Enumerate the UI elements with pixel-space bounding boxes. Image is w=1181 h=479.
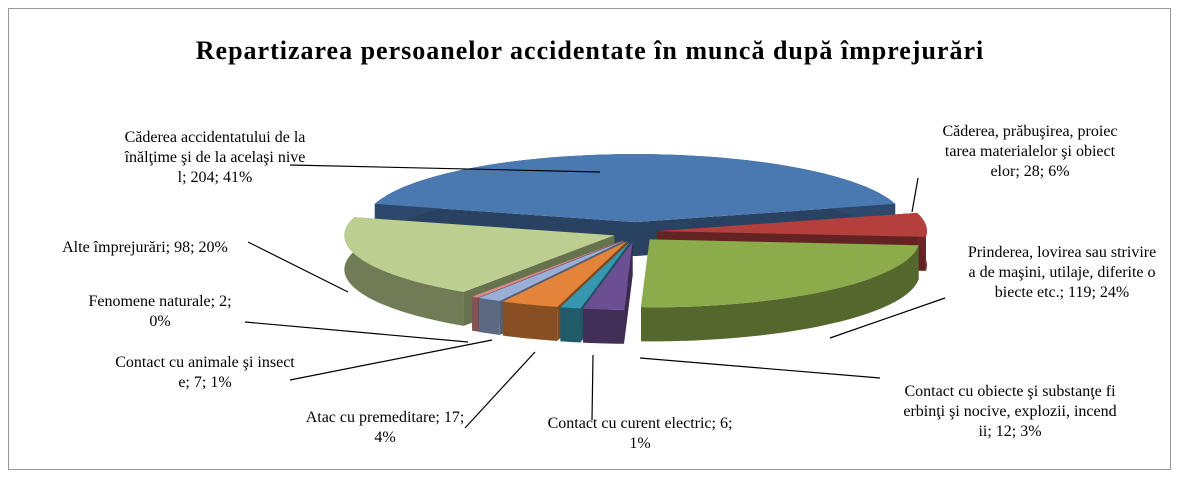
- slice: [502, 241, 628, 307]
- leader-line: [464, 351, 536, 429]
- data-label: Căderea, prăbuşirea, proiectarea materia…: [942, 123, 1118, 180]
- slice: [583, 241, 633, 310]
- leader-line: [244, 321, 469, 343]
- slice-side: [502, 301, 558, 341]
- data-label: Contact cu curent electric; 6; 1%: [547, 415, 733, 452]
- leader-line: [639, 357, 881, 379]
- slice-side: [472, 296, 478, 332]
- slice-side: [478, 297, 500, 335]
- slice: [656, 212, 927, 237]
- data-label: Prinderea, lovirea sau strivirea de maşi…: [967, 244, 1157, 301]
- slice-side: [583, 308, 625, 344]
- slice: [641, 239, 919, 308]
- slice: [344, 217, 615, 292]
- data-label: Contact cu obiecte şi substanţe fierbinţ…: [903, 383, 1117, 440]
- chart-frame: [8, 8, 1171, 470]
- slice: [374, 154, 896, 223]
- slice: [560, 241, 631, 309]
- leader-line: [247, 241, 349, 293]
- data-label: Contact cu animale şi insecte; 7; 1%: [115, 354, 295, 391]
- leader-line: [289, 339, 493, 381]
- slice: [472, 240, 623, 298]
- chart-title: Repartizarea persoanelor accidentate în …: [195, 36, 985, 65]
- leader-line: [911, 177, 919, 213]
- leader-line: [829, 297, 946, 339]
- data-label: Atac cu premeditare; 17; 4%: [305, 409, 465, 446]
- slice: [478, 240, 625, 301]
- leader-line: [289, 164, 601, 173]
- data-label: Alte împrejurări; 98; 20%: [62, 239, 228, 256]
- slice-side: [641, 245, 919, 342]
- slice-side: [344, 217, 464, 326]
- data-label: Căderea accidentatului de la înălţime şi…: [124, 129, 306, 186]
- data-label: Fenomene naturale; 2; 0%: [88, 293, 232, 330]
- leader-line: [591, 354, 594, 421]
- slice-side: [560, 307, 581, 343]
